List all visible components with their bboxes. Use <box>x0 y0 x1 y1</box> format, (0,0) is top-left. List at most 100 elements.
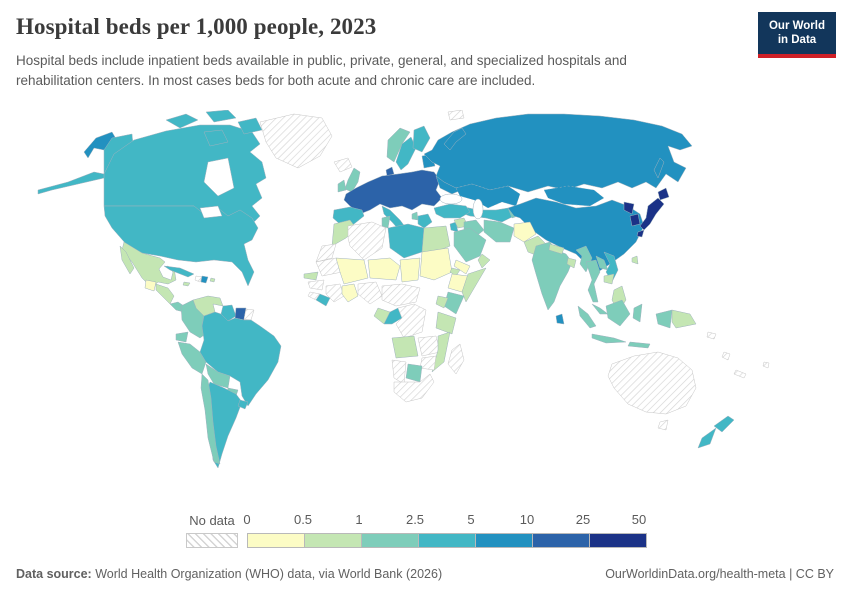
region-tasmania[interactable] <box>657 419 669 431</box>
region-canada-island-4[interactable] <box>203 129 229 147</box>
region-honduras-nicaragua[interactable] <box>155 283 175 305</box>
region-south-korea[interactable] <box>629 213 641 227</box>
region-ireland[interactable] <box>337 179 347 193</box>
region-mozambique[interactable] <box>431 331 451 373</box>
region-australia[interactable] <box>607 351 697 415</box>
region-tanzania[interactable] <box>435 311 457 335</box>
region-sulawesi[interactable] <box>632 303 643 323</box>
region-zambia[interactable] <box>417 335 441 357</box>
region-japan-honshu[interactable] <box>639 197 665 231</box>
region-central-europe[interactable] <box>343 169 443 215</box>
legend-swatch-bin-5[interactable] <box>532 533 590 548</box>
region-albania[interactable] <box>411 211 419 221</box>
region-sudan[interactable] <box>419 247 453 281</box>
region-iberia[interactable] <box>332 206 365 227</box>
region-guinea[interactable] <box>307 279 325 291</box>
region-papua-new-guinea[interactable] <box>671 309 697 329</box>
region-cuba[interactable] <box>163 265 195 278</box>
region-denmark[interactable] <box>385 166 395 177</box>
legend-swatch-bin-6[interactable] <box>589 533 647 548</box>
region-chad[interactable] <box>399 257 421 283</box>
region-liberia[interactable] <box>315 293 331 307</box>
legend-swatch-bin-0[interactable] <box>247 533 305 548</box>
region-sri-lanka[interactable] <box>555 313 565 325</box>
region-borneo[interactable] <box>605 299 631 327</box>
region-guyana[interactable] <box>220 304 237 322</box>
region-namibia[interactable] <box>391 359 407 385</box>
region-canada-island-1[interactable] <box>165 113 199 129</box>
region-drc[interactable] <box>395 303 427 339</box>
region-tunisia[interactable] <box>381 215 391 229</box>
region-angola[interactable] <box>391 335 419 359</box>
owid-logo[interactable]: Our World in Data <box>758 12 836 58</box>
region-somalia[interactable] <box>461 267 487 303</box>
region-madagascar[interactable] <box>447 343 465 375</box>
region-senegal[interactable] <box>303 271 319 281</box>
legend-no-data-swatch[interactable] <box>186 533 238 548</box>
region-niger[interactable] <box>367 257 401 281</box>
region-guatemala[interactable] <box>144 279 157 292</box>
region-new-zealand-south[interactable] <box>697 427 717 449</box>
region-nepal[interactable] <box>548 243 565 255</box>
region-botswana[interactable] <box>405 363 423 383</box>
region-north-korea[interactable] <box>623 201 635 215</box>
region-cameroon-car[interactable] <box>381 283 421 307</box>
region-congo[interactable] <box>383 307 403 325</box>
region-saudi-arabia[interactable] <box>453 227 487 263</box>
region-sumatra[interactable] <box>577 305 597 329</box>
region-united-kingdom[interactable] <box>344 167 361 193</box>
region-algeria[interactable] <box>347 221 387 261</box>
region-ivory-coast[interactable] <box>325 283 345 303</box>
region-svalbard[interactable] <box>447 110 465 121</box>
region-iran[interactable] <box>483 219 515 243</box>
region-thailand[interactable] <box>585 259 601 303</box>
region-french-guiana[interactable] <box>243 308 255 321</box>
region-india[interactable] <box>531 241 573 311</box>
region-chile[interactable] <box>200 373 221 465</box>
region-new-zealand-north[interactable] <box>713 415 735 433</box>
region-puerto-rico[interactable] <box>209 277 216 283</box>
region-uganda[interactable] <box>435 295 449 309</box>
region-western-sahara[interactable] <box>315 243 337 263</box>
region-new-caledonia[interactable] <box>733 369 747 379</box>
attribution-link[interactable]: OurWorldinData.org/health-meta | CC BY <box>605 567 834 581</box>
region-libya[interactable] <box>387 223 425 259</box>
region-baja-california[interactable] <box>119 245 135 275</box>
region-solomon-islands[interactable] <box>706 331 717 340</box>
region-canada-island-2[interactable] <box>205 110 237 123</box>
legend-swatch-bin-2[interactable] <box>361 533 419 548</box>
legend-swatch-bin-4[interactable] <box>475 533 533 548</box>
region-greece[interactable] <box>417 213 433 229</box>
region-ghana-togo-benin[interactable] <box>341 283 359 303</box>
region-fiji[interactable] <box>762 361 770 369</box>
region-java[interactable] <box>591 333 627 344</box>
legend-swatch-bin-1[interactable] <box>304 533 362 548</box>
legend-swatch-bin-3[interactable] <box>418 533 476 548</box>
region-uruguay[interactable] <box>237 399 249 410</box>
region-brazil[interactable] <box>199 311 282 407</box>
region-cambodia[interactable] <box>603 273 615 285</box>
region-iceland[interactable] <box>333 157 353 173</box>
region-ecuador[interactable] <box>175 331 189 343</box>
region-peru[interactable] <box>177 341 207 375</box>
region-malaysia[interactable] <box>591 303 609 315</box>
region-greenland[interactable] <box>259 113 333 169</box>
region-canada-island-3[interactable] <box>237 117 263 135</box>
region-oman[interactable] <box>477 253 491 269</box>
region-sweden[interactable] <box>395 136 417 171</box>
region-mongolia[interactable] <box>543 185 605 207</box>
region-west-papua[interactable] <box>655 309 673 329</box>
region-bangladesh[interactable] <box>566 257 577 269</box>
region-yemen[interactable] <box>453 259 471 275</box>
region-sakhalin[interactable] <box>653 157 665 179</box>
region-lesser-sunda[interactable] <box>627 341 651 349</box>
region-taiwan[interactable] <box>631 255 639 265</box>
region-south-africa[interactable] <box>393 373 435 403</box>
region-afghanistan[interactable] <box>513 221 537 243</box>
region-dominican-republic[interactable] <box>200 275 209 284</box>
region-mali[interactable] <box>335 257 369 285</box>
region-nigeria[interactable] <box>357 281 383 305</box>
region-zimbabwe[interactable] <box>419 355 437 371</box>
region-russia[interactable] <box>423 113 693 193</box>
region-finland[interactable] <box>412 125 431 153</box>
